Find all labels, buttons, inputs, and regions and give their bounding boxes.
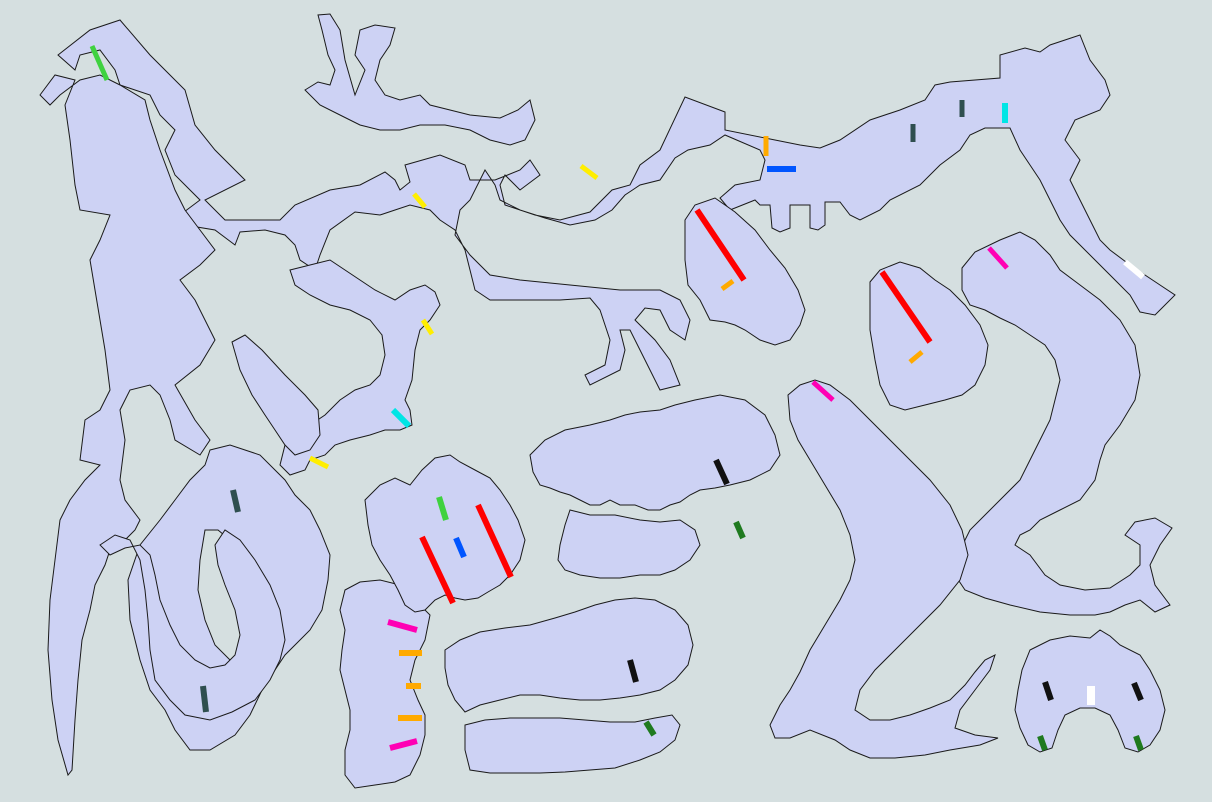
slot-marker-orange [720,278,735,292]
slot-marker-cyan [390,407,412,429]
tail-top-piece[interactable] [304,13,536,146]
slot-marker-darkgreen [643,720,657,737]
slot-marker-darkgreen [1133,734,1144,752]
slot-marker-orange [908,350,924,364]
slot-marker-magenta [987,246,1009,270]
spine-piece[interactable] [57,19,1176,391]
slot-marker-red [419,535,456,605]
slot-marker-slate [230,489,241,513]
slot-marker-yellow [412,192,427,209]
slot-marker-darkgreen [733,520,746,540]
skull-upper-piece[interactable] [529,394,781,579]
slot-marker-white [1123,259,1145,280]
pelvis-piece[interactable] [231,334,321,456]
slot-marker-yellow [420,318,435,336]
rib-block-piece[interactable] [364,454,526,613]
hind-leg-upper-piece[interactable] [954,231,1173,616]
slot-marker-black [1131,681,1144,702]
slot-marker-black [627,659,639,683]
slot-marker-magenta [389,738,418,751]
slot-marker-red [879,270,933,344]
piece-layer [39,13,1176,789]
slot-marker-slate [200,685,209,713]
slot-marker-black [713,458,730,486]
slot-marker-black [1042,681,1054,701]
ribcage-piece[interactable] [279,259,441,476]
hook-arm-piece[interactable] [99,529,286,721]
slot-marker-yellow [579,164,599,180]
slot-marker-magenta [811,380,835,402]
slot-marker-green [89,44,110,82]
slot-marker-layer [89,44,1145,752]
slot-marker-darkgreen [1037,734,1048,752]
slot-marker-yellow [308,455,330,470]
skull-lower-piece[interactable] [444,597,694,774]
hind-leg-lower-piece[interactable] [769,379,999,759]
slot-marker-red [475,503,514,579]
slot-marker-red [694,208,747,282]
slot-marker-blue [453,536,467,559]
slot-marker-green [436,496,449,521]
slot-marker-magenta [387,619,418,633]
